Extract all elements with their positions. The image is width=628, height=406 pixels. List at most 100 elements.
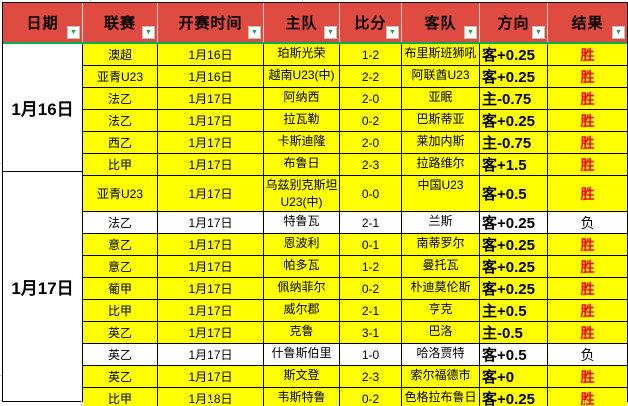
cell-home-team[interactable]: 克鲁 <box>264 322 340 343</box>
cell-score[interactable]: 0-2 <box>340 278 402 299</box>
cell-away-team[interactable]: 南蒂罗尔 <box>402 234 480 255</box>
date-group-cell[interactable]: 1月16日 <box>3 44 83 172</box>
cell-direction[interactable]: 客+0.25 <box>480 388 548 406</box>
cell-home-team[interactable]: 韦斯特鲁 <box>264 388 340 406</box>
cell-direction[interactable]: 客+0 <box>480 366 548 387</box>
cell-league[interactable]: 比甲 <box>83 300 158 321</box>
cell-league[interactable]: 葡甲 <box>83 278 158 299</box>
cell-result[interactable]: 胜 <box>580 46 595 63</box>
cell-home-team[interactable]: 威尔郡 <box>264 300 340 321</box>
cell-away-team[interactable]: 中国U23 <box>402 176 480 211</box>
cell-kickoff-time[interactable]: 1月17日 <box>158 212 264 233</box>
cell-kickoff-time[interactable]: 1月17日 <box>158 110 264 131</box>
cell-home-team[interactable]: 乌兹别克斯坦U23(中) <box>264 176 340 211</box>
cell-kickoff-time[interactable]: 1月17日 <box>158 132 264 153</box>
cell-score[interactable]: 2-1 <box>340 212 402 233</box>
cell-kickoff-time[interactable]: 1月17日 <box>158 88 264 109</box>
cell-score[interactable]: 0-2 <box>340 388 402 406</box>
cell-away-team[interactable]: 色格拉布鲁日 <box>402 388 480 406</box>
cell-home-team[interactable]: 什鲁斯伯里 <box>264 344 340 365</box>
filter-dropdown-button[interactable]: ▼ <box>248 26 261 39</box>
cell-league[interactable]: 亚青U23 <box>83 176 158 211</box>
cell-score[interactable]: 1-2 <box>340 256 402 277</box>
cell-away-team[interactable]: 拉路维尔 <box>402 154 480 175</box>
cell-score[interactable]: 1-2 <box>340 44 402 65</box>
cell-direction[interactable]: 客+1.5 <box>480 154 548 175</box>
cell-league[interactable]: 英乙 <box>83 322 158 343</box>
cell-league[interactable]: 澳超 <box>83 44 158 65</box>
cell-score[interactable]: 0-2 <box>340 110 402 131</box>
cell-direction[interactable]: 客+0.25 <box>480 256 548 277</box>
cell-home-team[interactable]: 斯文登 <box>264 366 340 387</box>
header-cell-away[interactable]: 客队 ▼ <box>402 3 480 42</box>
cell-home-team[interactable]: 越南U23(中) <box>264 66 340 87</box>
cell-result[interactable]: 胜 <box>580 112 595 129</box>
cell-direction[interactable]: 客+0.25 <box>480 110 548 131</box>
cell-league[interactable]: 英乙 <box>83 366 158 387</box>
cell-away-team[interactable]: 朴迪莫伦斯 <box>402 278 480 299</box>
cell-score[interactable]: 3-1 <box>340 322 402 343</box>
cell-result[interactable]: 胜 <box>580 258 595 275</box>
header-cell-date[interactable]: 日期 ▼ <box>3 3 83 42</box>
header-cell-direction[interactable]: 方向 ▼ <box>480 3 548 42</box>
cell-result[interactable]: 胜 <box>580 68 595 85</box>
cell-kickoff-time[interactable]: 1月17日 <box>158 278 264 299</box>
cell-direction[interactable]: 客+0.25 <box>480 234 548 255</box>
cell-home-team[interactable]: 卡斯迪隆 <box>264 132 340 153</box>
cell-home-team[interactable]: 恩波利 <box>264 234 340 255</box>
filter-dropdown-button[interactable]: ▼ <box>324 26 337 39</box>
cell-away-team[interactable]: 兰斯 <box>402 212 480 233</box>
cell-league[interactable]: 意乙 <box>83 234 158 255</box>
cell-away-team[interactable]: 哈洛贾特 <box>402 344 480 365</box>
cell-result[interactable]: 胜 <box>580 156 595 173</box>
cell-result[interactable]: 胜 <box>580 134 595 151</box>
cell-league[interactable]: 比甲 <box>83 388 158 406</box>
filter-dropdown-button[interactable]: ▼ <box>464 26 477 39</box>
header-cell-league[interactable]: 联赛 ▼ <box>83 3 158 42</box>
cell-score[interactable]: 1-0 <box>340 344 402 365</box>
cell-result[interactable]: 胜 <box>580 302 595 319</box>
cell-score[interactable]: 0-1 <box>340 234 402 255</box>
cell-kickoff-time[interactable]: 1月17日 <box>158 366 264 387</box>
cell-kickoff-time[interactable]: 1月17日 <box>158 176 264 211</box>
cell-kickoff-time[interactable]: 1月18日 <box>158 388 264 406</box>
cell-league[interactable]: 法乙 <box>83 212 158 233</box>
cell-score[interactable]: 2-0 <box>340 88 402 109</box>
cell-result[interactable]: 胜 <box>580 280 595 297</box>
cell-direction[interactable]: 主-0.5 <box>480 322 548 343</box>
filter-dropdown-button[interactable]: ▼ <box>67 26 80 39</box>
cell-league[interactable]: 亚青U23 <box>83 66 158 87</box>
cell-home-team[interactable]: 阿纳西 <box>264 88 340 109</box>
header-cell-result[interactable]: 结果 ▼ <box>548 3 627 42</box>
cell-score[interactable]: 2-0 <box>340 132 402 153</box>
cell-result[interactable]: 负 <box>580 346 595 363</box>
cell-score[interactable]: 2-3 <box>340 154 402 175</box>
cell-league[interactable]: 法乙 <box>83 110 158 131</box>
cell-kickoff-time[interactable]: 1月16日 <box>158 66 264 87</box>
cell-away-team[interactable]: 阿联酋U23 <box>402 66 480 87</box>
cell-result[interactable]: 胜 <box>580 390 595 406</box>
header-cell-score[interactable]: 比分 ▼ <box>340 3 402 42</box>
cell-league[interactable]: 西乙 <box>83 132 158 153</box>
filter-dropdown-button[interactable]: ▼ <box>386 26 399 39</box>
cell-away-team[interactable]: 亚眠 <box>402 88 480 109</box>
cell-kickoff-time[interactable]: 1月16日 <box>158 44 264 65</box>
cell-direction[interactable]: 客+0.25 <box>480 212 548 233</box>
header-cell-time[interactable]: 开赛时间 ▼ <box>158 3 264 42</box>
cell-league[interactable]: 法乙 <box>83 88 158 109</box>
cell-result[interactable]: 胜 <box>580 368 595 385</box>
cell-home-team[interactable]: 拉瓦勒 <box>264 110 340 131</box>
cell-direction[interactable]: 客+0.25 <box>480 44 548 65</box>
cell-away-team[interactable]: 亨克 <box>402 300 480 321</box>
cell-result[interactable]: 胜 <box>580 90 595 107</box>
cell-away-team[interactable]: 巴洛 <box>402 322 480 343</box>
cell-home-team[interactable]: 佩纳菲尔 <box>264 278 340 299</box>
filter-dropdown-button[interactable]: ▼ <box>612 26 625 39</box>
cell-league[interactable]: 英乙 <box>83 344 158 365</box>
cell-away-team[interactable]: 索尔福德市 <box>402 366 480 387</box>
cell-result[interactable]: 胜 <box>580 236 595 253</box>
date-group-cell[interactable]: 1月17日 <box>3 172 83 401</box>
cell-score[interactable]: 2-3 <box>340 366 402 387</box>
cell-score[interactable]: 0-0 <box>340 176 402 211</box>
cell-kickoff-time[interactable]: 1月17日 <box>158 256 264 277</box>
